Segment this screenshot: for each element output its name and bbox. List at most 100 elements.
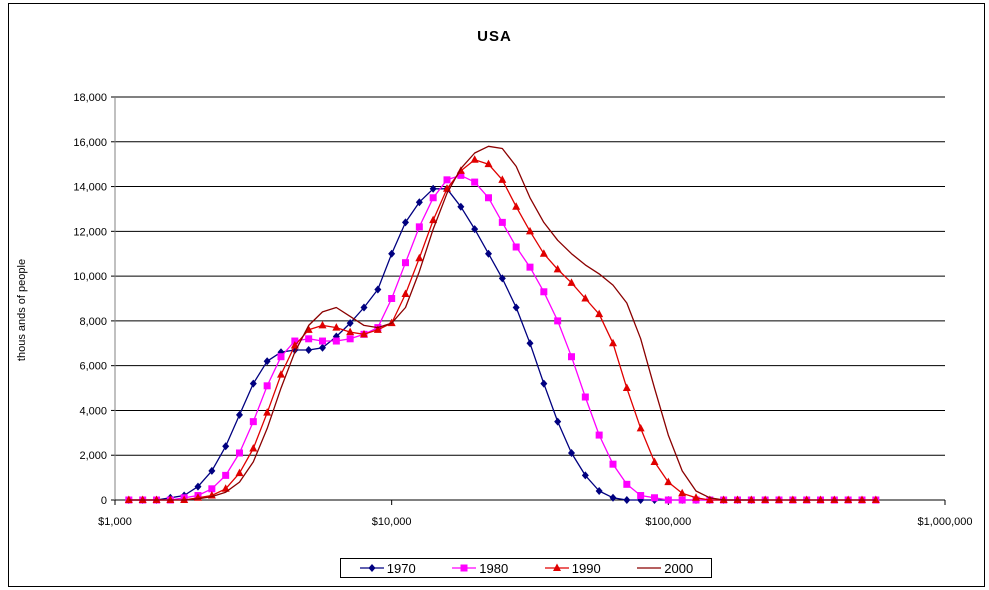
series-1970-point: [429, 184, 437, 193]
series-1980-point: [678, 496, 686, 504]
series-1970-point: [388, 249, 396, 258]
legend-item-2000: 2000: [636, 561, 693, 576]
chart-frame: [8, 3, 985, 587]
series-1990-point: [124, 495, 133, 503]
series-1990-point: [553, 264, 562, 273]
series-1990-point: [304, 325, 313, 333]
series-1980-point: [498, 218, 506, 226]
series-1970-point: [609, 493, 617, 502]
legend-swatch: [637, 567, 662, 569]
series-1980-point: [540, 288, 548, 296]
series-1990-point: [678, 488, 687, 497]
series-1970-point: [581, 471, 589, 480]
series-1990-point: [581, 294, 590, 302]
series-1980-point: [249, 418, 257, 426]
series-1970-point: [360, 303, 368, 312]
chart-title: USA: [477, 28, 512, 45]
series-1980-point: [305, 335, 313, 343]
series-1980-point: [526, 263, 534, 271]
legend: 1970 1980 1990 2000: [340, 558, 712, 578]
series-1990-point: [276, 370, 285, 378]
series-1990-point: [429, 215, 438, 224]
series-1990-point: [166, 495, 175, 503]
series-1970-point: [623, 496, 631, 504]
series-1980-point: [429, 194, 437, 202]
series-1970-point: [305, 345, 313, 354]
series-1970-line: [128, 188, 752, 501]
series-1980-point: [581, 393, 589, 401]
series-1990-point: [249, 444, 258, 452]
y-tick-label: 0: [101, 495, 107, 507]
series-1990-point: [567, 278, 576, 286]
series-1990-point: [332, 323, 341, 331]
x-tick-label: $1,000: [98, 516, 132, 528]
series-1990-point: [775, 495, 784, 503]
series-1990-point: [692, 493, 701, 501]
series-1980-point: [263, 382, 271, 390]
series-1990-point: [664, 477, 673, 486]
series-1970-point: [263, 357, 271, 366]
series-1990-point: [373, 325, 382, 333]
legend-swatch: [452, 564, 477, 572]
series-1990-point: [138, 495, 147, 503]
series-1990-point: [470, 155, 479, 163]
series-1990-point: [346, 327, 355, 336]
series-1970-point: [554, 417, 562, 426]
series-1980-point: [388, 295, 396, 302]
series-1990-point: [359, 329, 368, 338]
y-tick-label: 2,000: [79, 450, 107, 462]
y-tick-label: 16,000: [73, 137, 107, 149]
series-1970-point: [484, 249, 492, 258]
y-tick-label: 4,000: [79, 405, 107, 417]
series-1990-point: [747, 495, 756, 503]
legend-item-1980: 1980: [451, 561, 508, 576]
series-1980-point: [650, 494, 658, 502]
series-1990-point: [512, 202, 521, 210]
series-1990-point: [152, 495, 161, 503]
series-1980-point: [318, 337, 326, 345]
x-tick-label: $100,000: [645, 516, 691, 528]
series-1980-point: [595, 431, 603, 439]
series-1980-point: [609, 460, 617, 468]
series-1990-point: [719, 495, 728, 503]
series-1990-point: [526, 226, 535, 235]
series-1980-point: [401, 259, 409, 267]
series-1980-point: [637, 492, 645, 500]
series-1990-point: [650, 457, 659, 465]
series-1970-point: [374, 285, 382, 294]
series-1980-point: [277, 353, 285, 361]
series-1970-point: [595, 487, 603, 496]
legend-label: 2000: [664, 560, 694, 576]
series-1970-point: [222, 442, 230, 451]
series-1980-point: [346, 335, 354, 343]
series-1970-point: [235, 410, 243, 419]
y-tick-label: 10,000: [73, 271, 107, 283]
series-1990-point: [830, 495, 839, 503]
legend-label: 1990: [571, 560, 601, 576]
y-tick-label: 12,000: [73, 226, 107, 238]
legend-swatch: [544, 563, 569, 571]
series-1990-point: [235, 468, 244, 477]
series-1980-point: [554, 317, 562, 325]
series-1990-point: [290, 341, 299, 349]
series-1990-point: [788, 495, 797, 503]
series-1980-point: [623, 480, 631, 488]
series-1970-point: [208, 466, 216, 475]
y-tick-label: 14,000: [73, 182, 107, 194]
series-1980-point: [415, 223, 423, 231]
series-1980-point: [484, 194, 492, 202]
series-1970-point: [526, 339, 534, 348]
legend-swatch: [359, 564, 384, 572]
series-1970-point: [346, 319, 354, 328]
series-1970-point: [498, 274, 506, 283]
series-1990-point: [539, 249, 548, 257]
series-2000-line: [128, 145, 876, 501]
series-1970-point: [540, 379, 548, 388]
series-1980-point: [471, 178, 479, 186]
series-1970-point: [567, 448, 575, 457]
series-1990-point: [761, 495, 770, 503]
series-1990-point: [263, 408, 272, 416]
series-1970-point: [457, 202, 465, 211]
series-1990-point: [595, 309, 604, 318]
